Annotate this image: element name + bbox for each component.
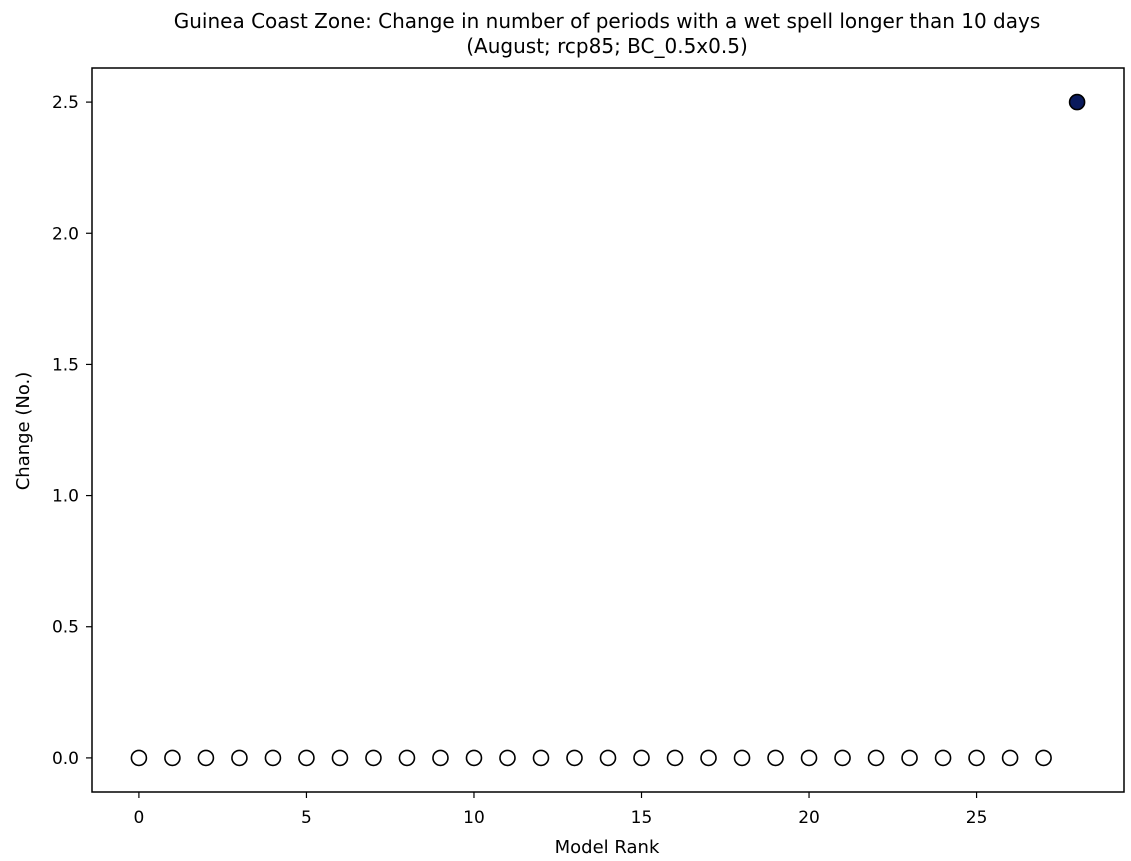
data-point [164,749,181,767]
data-point [934,749,952,767]
y-tick-label: 2.0 [52,224,79,244]
data-point [532,749,550,767]
data-point [231,749,248,767]
data-point [666,749,684,767]
data-point [1035,749,1052,767]
data-point [901,749,918,767]
data-point [566,749,583,767]
plot-area [91,67,1125,793]
y-tick-label: 2.5 [52,93,79,113]
data-point [331,749,349,767]
data-point [767,749,784,767]
data-point [1068,93,1086,111]
data-point [968,749,985,767]
chart-subtitle: (August; rcp85; BC_0.5x0.5) [466,34,748,58]
data-point [398,749,416,767]
y-tick-label: 1.0 [52,487,79,507]
data-points [130,93,1086,767]
data-point [633,749,650,767]
data-point [264,749,282,767]
data-point [867,749,885,767]
y-tick-label: 0.0 [52,749,79,769]
data-point [365,749,382,767]
x-tick-label: 5 [301,808,312,828]
data-point [298,749,315,767]
chart-title: Guinea Coast Zone: Change in number of p… [174,9,1041,33]
x-tick-label: 10 [463,808,485,828]
y-tick-label: 0.5 [52,618,79,638]
data-point [733,749,751,767]
data-point [1001,749,1019,767]
y-axis-label: Change (No.) [13,372,34,491]
data-point [197,749,215,767]
x-tick-label: 25 [966,808,988,828]
data-point [599,749,617,767]
x-tick-label: 15 [631,808,653,828]
data-point [465,749,483,767]
x-tick-label: 20 [798,808,820,828]
plot-frame [91,67,1125,793]
x-axis-label: Model Rank [555,837,660,858]
x-axis: 0 5 10 15 20 25 [133,792,987,828]
data-point [499,749,516,767]
data-point [800,749,818,767]
data-point [130,749,148,767]
data-point [834,749,851,767]
y-tick-label: 1.5 [52,355,79,375]
x-tick-label: 0 [133,808,144,828]
data-point [432,749,449,767]
data-point [700,749,717,767]
y-axis: 0.0 0.5 1.0 1.5 2.0 2.5 [52,93,92,769]
